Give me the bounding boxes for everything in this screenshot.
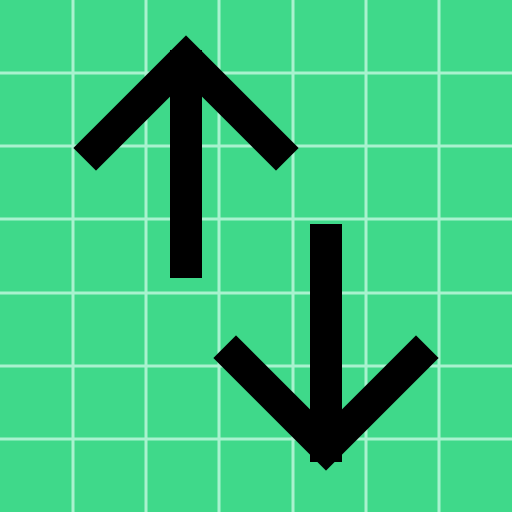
- down-arrow-head: [213, 335, 439, 471]
- down-arrow-icon: [213, 224, 439, 471]
- up-arrow-head: [73, 35, 299, 171]
- up-arrow-icon: [73, 35, 299, 278]
